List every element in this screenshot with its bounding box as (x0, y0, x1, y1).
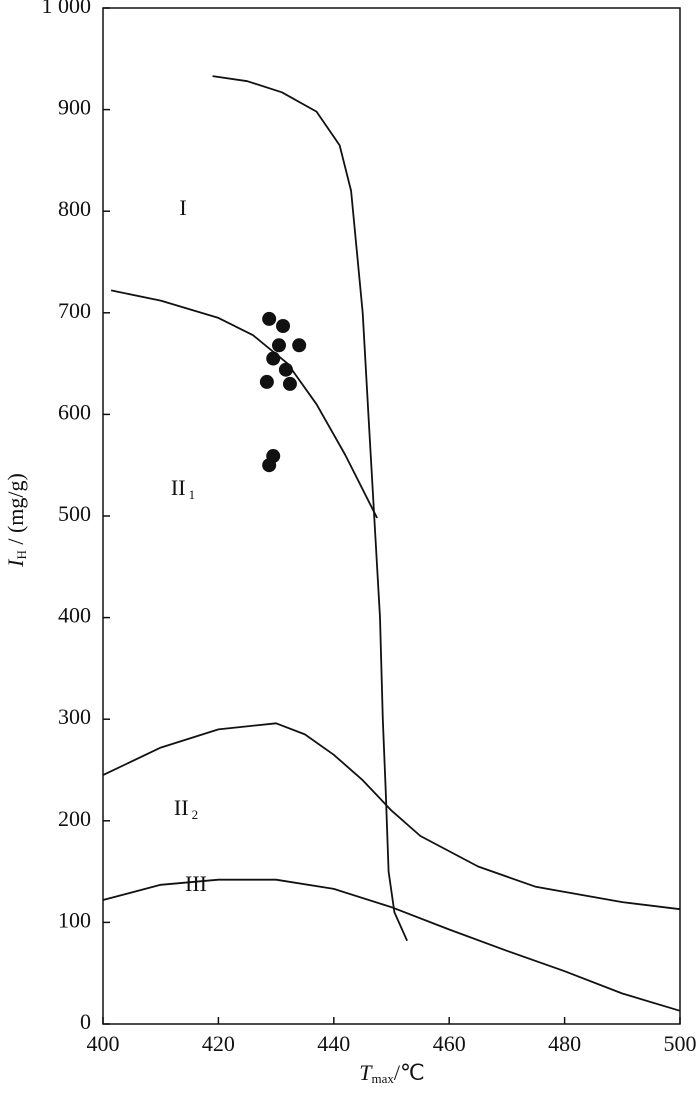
x-title-main: T (359, 1060, 373, 1085)
region-label: I (179, 195, 186, 220)
data-point (282, 376, 297, 391)
y-tick-label: 200 (58, 806, 91, 831)
boundary-line (102, 722, 681, 911)
y-title-sub: H (14, 550, 29, 559)
y-title-rest: / (mg/g) (3, 473, 28, 550)
x-tick-label: 400 (87, 1031, 120, 1056)
x-tick-label: 460 (433, 1031, 466, 1056)
x-title-rest: /℃ (394, 1060, 425, 1085)
boundary-line (102, 878, 681, 1012)
region-label: II 1 (171, 475, 195, 502)
region-label-sub: 2 (192, 807, 199, 822)
y-tick-label: 600 (58, 399, 91, 424)
data-point (259, 374, 274, 389)
x-tick-label: 480 (548, 1031, 581, 1056)
y-tick-label: 900 (58, 95, 91, 120)
y-axis-title: IH / (mg/g) (3, 473, 29, 568)
region-label: II 2 (174, 795, 198, 822)
region-label: III (185, 871, 207, 896)
x-tick-label: 440 (317, 1031, 350, 1056)
data-point (266, 351, 281, 366)
data-point (262, 311, 277, 326)
y-tick-label: 500 (58, 501, 91, 526)
region-label-main: II (171, 475, 186, 500)
x-tick-label: 500 (664, 1031, 697, 1056)
y-tick-label: 1 000 (42, 0, 92, 18)
data-point (278, 362, 293, 377)
data-point (262, 458, 277, 473)
y-tick-label: 0 (80, 1009, 91, 1034)
data-point (276, 319, 291, 334)
boundary-line (212, 75, 408, 942)
y-title-main: I (3, 558, 28, 568)
x-axis-title: Tmax/℃ (359, 1060, 424, 1086)
y-tick-label: 400 (58, 603, 91, 628)
region-label-main: II (174, 795, 189, 820)
y-tick-label: 800 (58, 196, 91, 221)
data-point (292, 338, 307, 353)
x-title-sub: max (372, 1071, 395, 1086)
boundary-line (110, 289, 378, 519)
y-tick-label: 300 (58, 704, 91, 729)
x-tick-label: 420 (202, 1031, 235, 1056)
region-label-sub: 1 (189, 487, 196, 502)
y-tick-label: 100 (58, 907, 91, 932)
data-point (271, 338, 286, 353)
region-label-main: I (179, 195, 186, 220)
y-tick-label: 700 (58, 298, 91, 323)
region-label-main: III (185, 871, 207, 896)
